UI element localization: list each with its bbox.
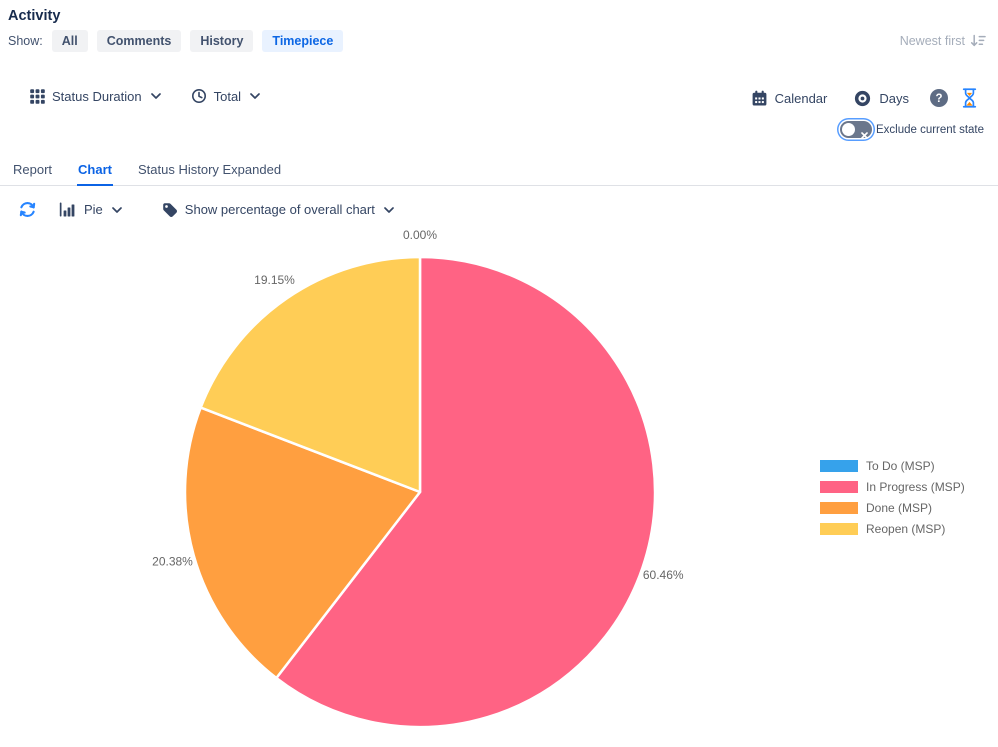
help-icon: ? <box>929 88 949 108</box>
chart-controls: Pie Show percentage of overall chart <box>18 200 394 219</box>
legend-item-to-do-msp[interactable]: To Do (MSP) <box>820 455 965 476</box>
clock-icon <box>191 88 207 104</box>
grid-icon <box>30 88 45 104</box>
legend-swatch <box>820 480 858 493</box>
calendar-label: Calendar <box>774 90 828 106</box>
chart-type-dropdown[interactable]: Pie <box>59 202 122 217</box>
pie-slice-in-progress-msp[interactable] <box>275 255 657 729</box>
legend-label: To Do (MSP) <box>866 458 935 473</box>
bar-chart-icon <box>59 202 77 217</box>
chart-legend: To Do (MSP) In Progress (MSP) Done (MSP) Re… <box>820 455 965 539</box>
legend-label: Done (MSP) <box>866 500 933 515</box>
toggle-x-icon <box>861 126 868 144</box>
chevron-down-icon <box>111 206 122 213</box>
page-title: Activity <box>8 8 61 24</box>
chart-toolbar-left: Status Duration Total <box>30 88 260 104</box>
tag-icon <box>162 202 178 218</box>
filter-all-button[interactable]: All <box>51 30 88 53</box>
calendar-button[interactable]: Calendar <box>751 90 828 107</box>
time-unit-button[interactable]: Days <box>853 89 909 108</box>
pie-value-label-reopen-msp: 19.15% <box>254 273 295 287</box>
pie-slice-done-msp[interactable] <box>183 406 422 680</box>
view-selector-label: Status Duration <box>52 88 142 104</box>
legend-item-done-msp[interactable]: Done (MSP) <box>820 497 965 518</box>
tab-report[interactable]: Report <box>13 162 53 177</box>
hourglass-icon <box>961 88 978 108</box>
refresh-button[interactable] <box>18 200 37 219</box>
legend-label: Reopen (MSP) <box>866 521 946 536</box>
pie-slice-reopen-msp[interactable] <box>199 255 422 494</box>
eye-icon <box>853 89 872 108</box>
pie-value-label-done-msp: 20.38% <box>152 554 193 568</box>
exclude-current-state-label: Exclude current state <box>875 123 984 136</box>
svg-text:?: ? <box>935 93 942 105</box>
pie-value-label-to-do-msp: 0.00% <box>403 228 437 242</box>
chart-toolbar-right: Calendar Days ? <box>751 88 978 108</box>
chevron-down-icon <box>250 93 260 99</box>
metric-selector-dropdown[interactable]: Total <box>191 88 260 104</box>
time-unit-label: Days <box>879 90 909 106</box>
filter-history-button[interactable]: History <box>190 30 254 53</box>
sort-order-label: Newest first <box>899 34 965 48</box>
help-button[interactable]: ? <box>929 88 949 108</box>
show-label: Show: <box>8 34 43 49</box>
tab-status-history-expanded[interactable]: Status History Expanded <box>137 162 282 177</box>
percentage-mode-label: Show percentage of overall chart <box>184 202 375 217</box>
activity-filter-bar: Show: All Comments History Timepiece <box>8 30 344 53</box>
toggle-knob <box>841 123 855 136</box>
view-selector-dropdown[interactable]: Status Duration <box>30 89 161 104</box>
chart-type-label: Pie <box>84 202 103 217</box>
chevron-down-icon <box>384 206 394 213</box>
metric-selector-label: Total <box>213 88 242 104</box>
sort-descending-icon <box>970 34 986 48</box>
legend-item-in-progress-msp[interactable]: In Progress (MSP) <box>820 476 965 497</box>
legend-swatch <box>820 501 858 514</box>
exclude-current-state-toggle[interactable] <box>839 121 872 139</box>
exclude-current-state-control: Exclude current state <box>839 121 984 139</box>
pie-value-label-in-progress-msp: 60.46% <box>643 568 684 582</box>
tab-bar: Report Chart Status History Expanded <box>0 160 998 186</box>
percentage-mode-dropdown[interactable]: Show percentage of overall chart <box>162 202 394 218</box>
legend-item-reopen-msp[interactable]: Reopen (MSP) <box>820 518 965 539</box>
legend-swatch <box>820 459 858 472</box>
tab-chart[interactable]: Chart <box>77 160 113 186</box>
filter-comments-button[interactable]: Comments <box>96 30 182 53</box>
filter-timepiece-button[interactable]: Timepiece <box>262 30 344 53</box>
chevron-down-icon <box>150 93 161 99</box>
timepiece-button[interactable] <box>961 88 978 108</box>
refresh-icon <box>18 200 37 219</box>
legend-label: In Progress (MSP) <box>866 479 965 494</box>
calendar-icon <box>751 90 768 107</box>
sort-order-control[interactable]: Newest first <box>900 34 986 48</box>
legend-swatch <box>820 522 858 535</box>
